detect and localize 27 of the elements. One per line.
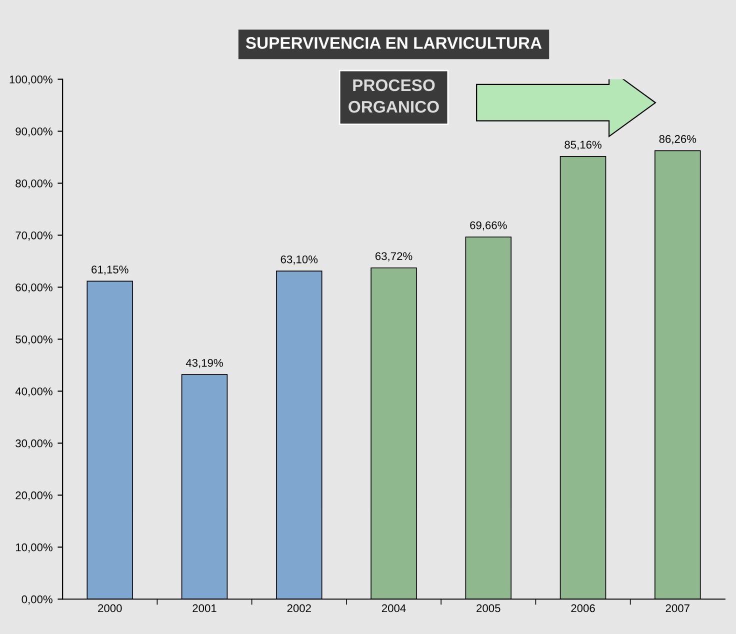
y-tick-label: 60,00% [16, 283, 52, 293]
data-label: 85,16% [564, 140, 602, 150]
x-tick-label: 2004 [382, 604, 406, 612]
y-tick-label: 20,00% [16, 491, 52, 501]
y-tick-label: 10,00% [16, 543, 52, 553]
x-tick-label: 2002 [287, 604, 311, 612]
y-tick-label: 70,00% [16, 231, 52, 241]
data-label: 63,72% [375, 252, 412, 262]
y-tick-label: 0,00% [22, 595, 52, 605]
y-tick-label: 30,00% [16, 439, 52, 449]
data-label: 63,10% [280, 255, 318, 265]
x-tick-label: 2007 [666, 604, 690, 612]
y-tick-label: 50,00% [16, 335, 52, 345]
y-tick-label: 80,00% [16, 179, 52, 189]
y-tick-label: 100,00% [10, 76, 52, 85]
y-tick-label: 40,00% [15, 387, 52, 397]
data-label: 69,66% [470, 221, 507, 231]
x-tick-label: 2001 [192, 604, 216, 612]
data-label: 43,19% [186, 358, 223, 368]
annotation: PROCESO ORGANICO [348, 79, 439, 113]
data-label: 86,26% [659, 135, 696, 144]
x-tick-label: 2005 [476, 604, 500, 612]
x-tick-label: 2000 [98, 604, 122, 612]
chart-title: SUPERVIVENCIA EN LARVICULTURA [246, 37, 542, 49]
y-tick-label: 90,00% [16, 128, 52, 137]
data-label: 61,15% [92, 266, 128, 275]
x-tick-label: 2006 [571, 604, 595, 612]
